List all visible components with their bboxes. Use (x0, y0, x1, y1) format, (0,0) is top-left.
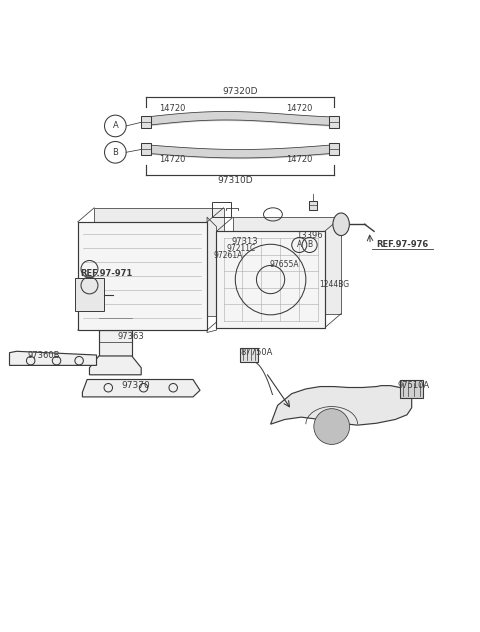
Bar (329, 143, 339, 155)
Bar (400, 380, 422, 398)
Bar (94, 208, 224, 316)
Text: 14720: 14720 (286, 104, 312, 112)
Text: 97370: 97370 (121, 381, 150, 390)
Bar (75, 278, 104, 312)
Text: 97510A: 97510A (398, 381, 430, 390)
Polygon shape (83, 379, 200, 397)
Text: REF.97-971: REF.97-971 (80, 269, 132, 278)
Circle shape (314, 409, 349, 444)
Text: 97320D: 97320D (222, 87, 258, 95)
Text: 14720: 14720 (286, 155, 312, 164)
Text: A: A (297, 240, 302, 250)
Text: 87750A: 87750A (240, 348, 273, 357)
Bar (78, 222, 207, 330)
Bar (240, 348, 258, 362)
Text: 13396: 13396 (296, 231, 323, 240)
Text: 97360B: 97360B (27, 351, 60, 360)
Text: A: A (112, 121, 118, 130)
Bar (233, 217, 341, 313)
Text: REF.97-976: REF.97-976 (376, 240, 429, 249)
Bar (141, 116, 151, 128)
Text: 14720: 14720 (158, 155, 185, 164)
Bar (309, 201, 317, 210)
Bar (99, 330, 132, 356)
Text: 97313: 97313 (231, 237, 258, 246)
Bar (216, 231, 324, 328)
Bar (329, 116, 339, 128)
Text: B: B (112, 148, 118, 157)
Text: 97310D: 97310D (217, 176, 253, 186)
Text: 97261A: 97261A (214, 251, 243, 260)
Text: 97211C: 97211C (227, 244, 256, 253)
Text: 1244BG: 1244BG (319, 280, 349, 289)
Bar (141, 143, 151, 155)
Text: B: B (307, 240, 312, 250)
Polygon shape (10, 351, 96, 365)
Polygon shape (271, 386, 412, 425)
Text: 14720: 14720 (158, 104, 185, 112)
Bar (212, 202, 230, 217)
Polygon shape (89, 356, 141, 375)
Text: 97363: 97363 (118, 332, 144, 341)
Ellipse shape (333, 213, 349, 236)
Text: 97655A: 97655A (269, 260, 299, 269)
